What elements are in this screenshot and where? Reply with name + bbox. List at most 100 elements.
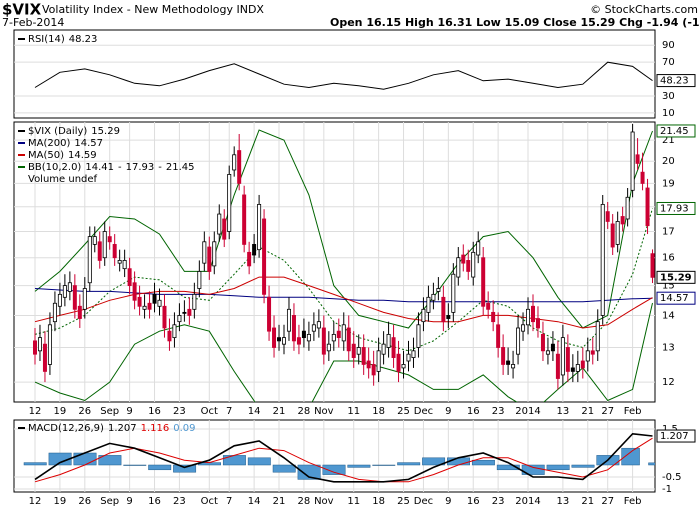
candle-body [476, 241, 481, 256]
legend-part: BB(10,2.0) [28, 162, 81, 173]
candle-body [37, 337, 42, 352]
candle-body [157, 299, 162, 307]
moving-average [34, 276, 653, 329]
histogram-bar [571, 464, 595, 468]
candle-body [296, 337, 301, 345]
candle-body [122, 260, 127, 270]
credit: © StockCharts.com [590, 3, 698, 16]
candle-body [102, 231, 107, 259]
candle-body [560, 337, 565, 376]
candle-body [301, 330, 306, 339]
y-tick-label: 15 [662, 281, 675, 292]
candle-body [471, 251, 476, 278]
legend-part: $VIX (Daily) [28, 126, 87, 137]
legend-part: 14.59 [68, 150, 97, 161]
candle-body [52, 302, 57, 323]
candle-body [366, 360, 371, 369]
x-tick-label: 16 [148, 496, 161, 507]
x-tick-label: 26 [78, 496, 91, 507]
x-tick-label: Nov [314, 496, 334, 507]
candle-body [441, 296, 446, 323]
histogram-bar [272, 464, 296, 473]
histogram-bar [98, 455, 122, 466]
candle-body [466, 260, 471, 272]
x-tick-label: 18 [372, 406, 385, 417]
x-tick-label: 23 [173, 406, 186, 417]
x-tick-label: 12 [29, 406, 42, 417]
y-tick-label: 12 [662, 377, 675, 388]
x-tick-label: Feb [624, 406, 642, 417]
candle-body [381, 343, 386, 355]
candle-body [341, 324, 346, 342]
candle-body [72, 285, 77, 310]
labels: 90703010RSI(14)48.2348.23212019181716151… [18, 34, 696, 507]
legend-entry: MA(200) 14.57 [28, 138, 103, 149]
candle-body [401, 364, 406, 369]
candle-body [585, 350, 590, 362]
candle-body [272, 327, 277, 348]
legend-part: MA(50) [28, 150, 64, 161]
candle-body [137, 296, 142, 307]
candle-body [87, 236, 92, 284]
y-tick-label: 19 [662, 178, 675, 189]
y-tick-label: 16 [662, 253, 675, 264]
candle-body [590, 350, 595, 355]
y-tick-label: 20 [662, 156, 675, 167]
legend-entry: BB(10,2.0) 14.41-17.93-21.45 [28, 162, 194, 173]
x-tick-label: 19 [54, 406, 67, 417]
x-tick-label: 19 [54, 496, 67, 507]
candle-body [351, 343, 356, 358]
candle-body [446, 315, 451, 319]
quote: Open 16.15 High 16.31 Low 15.09 Close 15… [330, 16, 700, 29]
candle-body [580, 360, 585, 369]
candle-body [172, 324, 177, 339]
candle-body [436, 288, 441, 292]
x-tick-label: Dec [414, 496, 433, 507]
histogram-bar [148, 464, 172, 471]
histogram-bar [621, 447, 640, 466]
candle-body [336, 330, 341, 339]
value-box [656, 291, 696, 305]
x-tick-label: Feb [624, 496, 642, 507]
candle-body [267, 296, 272, 332]
candle-body [167, 330, 172, 342]
candle-body [316, 321, 321, 329]
x-tick-label: Oct [201, 406, 218, 417]
y-tick-label: 14 [662, 310, 675, 321]
bollinger-upper [34, 129, 653, 329]
candle-body [481, 257, 486, 307]
legend-part: - [158, 162, 162, 173]
candle-body [237, 150, 242, 184]
x-tick-label: 26 [78, 406, 91, 417]
legend-entry: MA(50) 14.59 [28, 150, 97, 161]
legend-swatch [18, 38, 25, 40]
candle-body [645, 187, 650, 227]
candle-body [306, 333, 311, 342]
candle-body [540, 333, 545, 352]
candle-body [426, 296, 431, 313]
rsi-plot [14, 44, 655, 114]
candle-body [97, 241, 102, 261]
indicator-line [34, 61, 653, 90]
histogram-bar [297, 464, 321, 480]
x-tick-label: 27 [601, 496, 614, 507]
legend-part: 17.93 [126, 162, 155, 173]
candle-body [565, 347, 570, 372]
y-tick-label: 13 [662, 342, 675, 353]
x-tick-label: 13 [557, 406, 570, 417]
candle-body [620, 216, 625, 225]
histogram-bar [648, 462, 655, 466]
legend-swatch [18, 154, 25, 156]
candle-body [281, 337, 286, 345]
candle-body [57, 293, 62, 307]
candle-body [376, 350, 381, 372]
histogram-bar [372, 464, 396, 466]
candle-body [486, 302, 491, 310]
candle-body [650, 253, 655, 278]
symbol: $VIX [2, 1, 42, 19]
candle-body [182, 311, 187, 314]
candle-body [222, 218, 227, 240]
x-tick-label: Sep [100, 406, 119, 417]
candle-body [386, 333, 391, 348]
